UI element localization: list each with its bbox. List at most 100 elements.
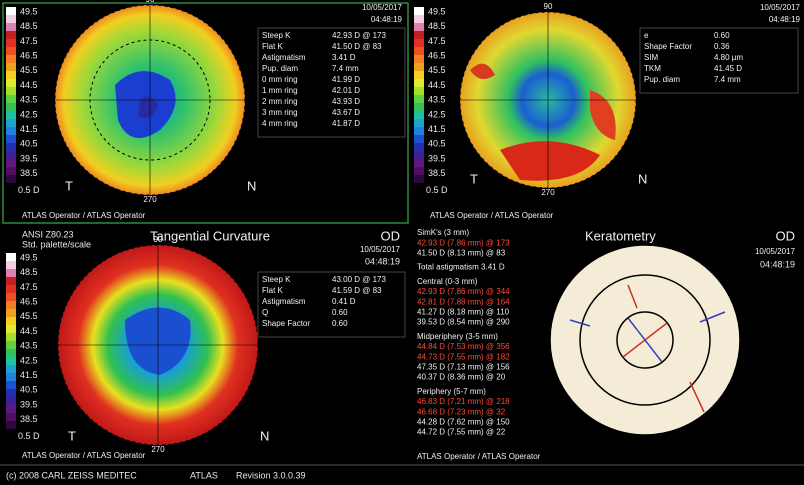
app-name: ATLAS <box>190 470 218 480</box>
color-swatch <box>414 63 424 71</box>
color-swatch <box>6 111 16 119</box>
scale-label: 39.5 <box>20 153 38 163</box>
color-swatch <box>414 175 424 183</box>
stat-label: SIM <box>644 53 659 62</box>
scale-label: 47.5 <box>428 36 446 46</box>
stat-value: 41.87 D <box>332 119 360 128</box>
stat-value: 41.59 D @ 83 <box>332 286 382 295</box>
date: 10/05/2017 <box>755 247 796 256</box>
color-swatch <box>6 55 16 63</box>
temporal-label: T <box>470 171 478 186</box>
scale-label: 49.5 <box>428 6 446 16</box>
stat-value: 0.36 <box>714 42 730 51</box>
axis-label: 90 <box>544 2 553 11</box>
color-swatch <box>6 341 16 349</box>
scale-label: 41.5 <box>20 370 38 380</box>
color-swatch <box>414 135 424 143</box>
stats-box <box>257 27 406 138</box>
color-swatch <box>6 15 16 23</box>
keratometry-line: 40.37 D (8.36 mm) @ 20 <box>417 373 506 382</box>
color-swatch <box>6 381 16 389</box>
panel-frame <box>2 2 409 224</box>
stat-label: Astigmatism <box>262 297 306 306</box>
color-swatch <box>6 95 16 103</box>
keratometry-line: 44.73 D (7.55 mm) @ 182 <box>417 352 510 361</box>
stat-label: 0 mm ring <box>262 75 298 84</box>
stat-value: 43.00 D @ 173 <box>332 275 386 284</box>
color-swatch <box>6 325 16 333</box>
keratometry-line: Central (0-3 mm) <box>417 277 478 286</box>
keratometry-line: Total astigmatism 3.41 D <box>417 263 505 272</box>
scale-label: 42.5 <box>20 109 38 119</box>
scale-label: 46.5 <box>20 296 38 306</box>
stat-value: 0.60 <box>714 31 730 40</box>
keratometry-line: 42.93 D (7.86 mm) @ 344 <box>417 287 510 296</box>
scale-label: 47.5 <box>20 282 38 292</box>
topography-map <box>57 244 259 446</box>
nasal-label: N <box>638 171 647 186</box>
color-swatch <box>414 95 424 103</box>
color-swatch <box>414 7 424 15</box>
color-swatch <box>6 39 16 47</box>
panel-title: Tangential Curvature <box>150 228 270 243</box>
stat-value: 7.4 mm <box>714 75 741 84</box>
color-swatch <box>414 103 424 111</box>
keratometry-line: 39.53 D (8.54 mm) @ 290 <box>417 318 510 327</box>
axis-label: 90 <box>146 0 155 4</box>
scale-step: 0.5 D <box>18 185 40 195</box>
operator: ATLAS Operator / ATLAS Operator <box>22 451 146 460</box>
scale-label: 46.5 <box>20 50 38 60</box>
color-swatch <box>6 103 16 111</box>
scale-label: 44.5 <box>20 326 38 336</box>
axis-label: 90 <box>154 235 163 244</box>
stats-box <box>639 27 799 94</box>
color-swatch <box>414 119 424 127</box>
revision: Revision 3.0.0.39 <box>236 470 306 480</box>
color-swatch <box>6 167 16 175</box>
keratometry-line: 42.81 D (7.88 mm) @ 164 <box>417 297 510 306</box>
color-swatch <box>6 269 16 277</box>
color-swatch <box>6 413 16 421</box>
keratometry-line: 41.27 D (8.18 mm) @ 110 <box>417 308 510 317</box>
keratometry-line: Periphery (5-7 mm) <box>417 387 486 396</box>
scale-label: 45.5 <box>428 65 446 75</box>
topography-map <box>459 11 637 189</box>
scale-label: 40.5 <box>428 139 446 149</box>
scale-label: 49.5 <box>20 6 38 16</box>
scale-label: 44.5 <box>428 80 446 90</box>
stat-label: Steep K <box>262 275 291 284</box>
scale-label: 47.5 <box>20 36 38 46</box>
color-swatch <box>414 23 424 31</box>
color-swatch <box>6 79 16 87</box>
operator: ATLAS Operator / ATLAS Operator <box>22 211 146 220</box>
panel-title: Keratometry <box>585 228 656 243</box>
copyright: (c) 2008 CARL ZEISS MEDITEC <box>6 470 137 480</box>
time: 04:48:19 <box>760 259 795 269</box>
stat-label: e <box>644 31 649 40</box>
scale-label: 43.5 <box>20 95 38 105</box>
color-swatch <box>6 87 16 95</box>
time: 04:48:19 <box>769 15 801 24</box>
stat-label: 1 mm ring <box>262 86 298 95</box>
color-swatch <box>6 365 16 373</box>
color-swatch <box>6 151 16 159</box>
keratometry-line: 44.28 D (7.62 mm) @ 150 <box>417 418 510 427</box>
color-swatch <box>6 293 16 301</box>
scale-label: 43.5 <box>428 95 446 105</box>
stat-label: 2 mm ring <box>262 97 298 106</box>
axis-label: 270 <box>541 188 555 197</box>
color-swatch <box>6 349 16 357</box>
eye: OD <box>381 228 401 243</box>
scale-label: 44.5 <box>20 80 38 90</box>
color-swatch <box>6 405 16 413</box>
time: 04:48:19 <box>371 15 403 24</box>
color-swatch <box>6 397 16 405</box>
stat-label: Shape Factor <box>262 319 310 328</box>
temporal-label: T <box>65 178 73 193</box>
operator: ATLAS Operator / ATLAS Operator <box>417 452 541 461</box>
stat-value: 4.80 µm <box>714 53 743 62</box>
stat-value: 0.41 D <box>332 297 356 306</box>
axis-label: 270 <box>143 195 157 204</box>
color-swatch <box>6 301 16 309</box>
color-swatch <box>6 7 16 15</box>
